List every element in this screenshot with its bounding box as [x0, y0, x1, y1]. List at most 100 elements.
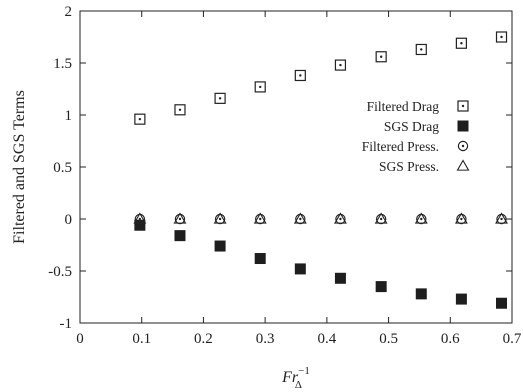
marker-dot: [218, 217, 222, 221]
point-sgs-drag: [134, 219, 146, 231]
marker-square-filled: [455, 293, 467, 305]
x-axis-title-subscript: Δ: [295, 379, 302, 391]
x-tick-label: 0.4: [317, 331, 336, 347]
point-sgs-drag: [415, 288, 427, 300]
marker-triangle: [456, 159, 470, 171]
plot-frame: [79, 10, 513, 324]
y-tick-label: 0.5: [53, 160, 72, 176]
x-tick-label: 0: [76, 331, 84, 347]
point-sgs-press: [253, 212, 267, 224]
y-tick-label: 1.5: [53, 56, 72, 72]
marker-dot: [460, 217, 463, 221]
marker-dot: [218, 97, 222, 100]
point-sgs-press: [293, 212, 307, 224]
point-sgs-drag: [334, 272, 346, 284]
marker-square-filled: [174, 230, 186, 242]
legend-marker-sgs-drag: [457, 120, 469, 132]
marker-triangle: [333, 212, 347, 224]
point-filtered-drag: [455, 37, 467, 49]
legend-label-sgs-press: SGS Press.: [379, 159, 439, 174]
point-sgs-press: [213, 212, 227, 224]
point-filtered-drag: [214, 92, 226, 104]
marker-dot: [178, 108, 182, 112]
y-tick-label: -1: [60, 316, 73, 332]
point-sgs-drag: [455, 293, 467, 305]
marker-triangle: [414, 212, 428, 224]
legend-marker-sgs-press: [456, 159, 470, 171]
marker-square-filled: [294, 263, 306, 275]
marker-square-filled: [457, 120, 469, 132]
y-tick-label: 0: [65, 212, 73, 228]
x-tick-label: 0.7: [503, 331, 522, 347]
point-sgs-drag: [375, 281, 387, 293]
x-axis-title-superscript: −1: [298, 365, 310, 377]
axis-tick-labels: 0 0.1 0.2 0.3 0.4 0.5 0.6 0.7 -1 -0.5 0 0.5 1 1.5 2: [48, 4, 522, 347]
legend-marker-filtered-press: [457, 140, 469, 152]
marker-triangle: [213, 212, 227, 224]
marker-dot: [461, 104, 465, 108]
x-tick-label: 0.5: [379, 331, 398, 347]
marker-dot: [339, 63, 342, 67]
point-sgs-drag: [174, 230, 186, 242]
marker-dot: [259, 217, 262, 221]
point-filtered-drag: [134, 113, 146, 125]
marker-square-filled: [375, 281, 387, 293]
point-filtered-drag: [334, 59, 347, 71]
y-tick-label: 2: [65, 4, 73, 20]
point-sgs-drag: [294, 263, 306, 275]
point-filtered-drag: [415, 43, 427, 56]
marker-square-filled: [134, 219, 146, 231]
marker-triangle: [133, 212, 147, 224]
point-sgs-press: [374, 212, 388, 224]
legend-marker-filtered-drag: [457, 100, 469, 112]
y-tick-label: 1: [65, 108, 73, 124]
y-axis-title: Filtered and SGS Terms: [11, 90, 28, 244]
point-sgs-press: [454, 212, 468, 224]
point-sgs-press: [414, 212, 428, 224]
marker-triangle: [454, 212, 468, 224]
point-sgs-press: [495, 212, 508, 224]
marker-square-filled: [496, 297, 508, 309]
data-marks: [133, 31, 508, 309]
marker-dot: [339, 217, 342, 221]
x-axis-title-base: Fr: [281, 369, 299, 386]
point-sgs-press: [133, 212, 147, 224]
marker-dot: [379, 217, 383, 221]
marker-triangle: [293, 212, 307, 224]
y-tick-label: -0.5: [48, 264, 72, 280]
marker-triangle: [495, 212, 508, 224]
legend-label-filtered-drag: Filtered Drag: [367, 99, 440, 114]
marker-dot: [420, 48, 423, 51]
point-sgs-drag: [254, 253, 266, 265]
x-axis-title: Fr−1 Δ: [281, 365, 310, 391]
point-sgs-press: [333, 212, 347, 224]
point-sgs-drag: [496, 297, 508, 309]
marker-square-filled: [254, 253, 266, 265]
legend: Filtered Drag SGS Drag Filtered Press. SGS …: [362, 99, 470, 174]
marker-dot: [500, 217, 503, 221]
marker-triangle: [173, 212, 187, 224]
marker-dot: [299, 74, 302, 77]
x-tick-label: 0.1: [132, 331, 151, 347]
marker-dot: [500, 35, 503, 39]
point-filtered-drag: [174, 104, 186, 116]
marker-circle: [457, 140, 469, 152]
marker-dot: [138, 217, 142, 221]
legend-label-filtered-press: Filtered Press.: [362, 139, 439, 154]
x-tick-label: 0.6: [441, 331, 460, 347]
point-sgs-drag: [214, 240, 226, 252]
point-sgs-press: [173, 212, 187, 224]
marker-triangle: [253, 212, 267, 224]
marker-dot: [461, 144, 465, 148]
x-tick-label: 0.3: [256, 331, 275, 347]
marker-dot: [259, 85, 262, 89]
axis-ticks: [79, 10, 513, 324]
point-filtered-drag: [495, 31, 508, 43]
marker-dot: [460, 42, 463, 45]
marker-dot: [379, 55, 383, 58]
marker-dot: [420, 217, 423, 221]
marker-dot: [299, 217, 302, 221]
marker-square-filled: [415, 288, 427, 300]
marker-triangle: [374, 212, 388, 224]
